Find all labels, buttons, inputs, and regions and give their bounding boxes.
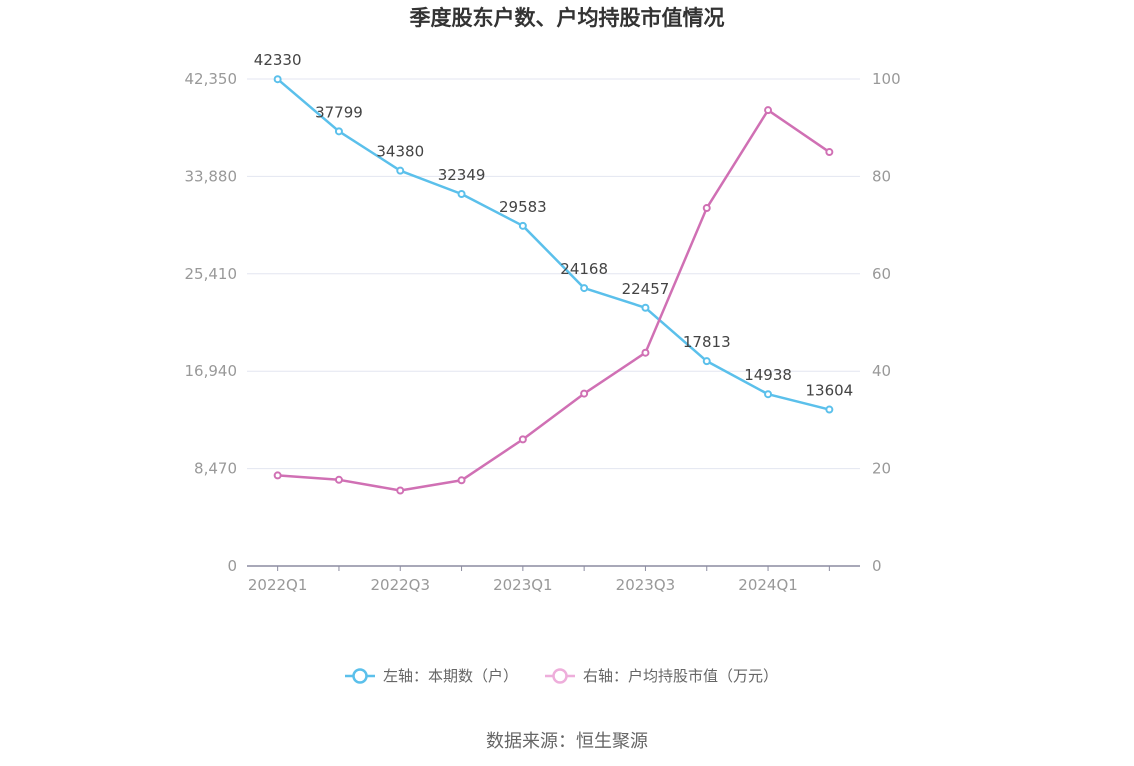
x-tick-label: 2022Q1 <box>248 576 308 594</box>
legend-label: 左轴：本期数（户） <box>383 667 518 685</box>
left-tick-label: 16,940 <box>185 362 238 380</box>
data-label: 34380 <box>376 143 424 161</box>
left-tick-label: 33,880 <box>185 167 238 185</box>
data-point <box>580 284 589 293</box>
x-tick-label: 2023Q3 <box>616 576 676 594</box>
right-tick-label: 20 <box>872 460 891 478</box>
data-point <box>702 357 711 366</box>
data-labels: 42330 37799 34380 32349 29583 24168 22457 17813… <box>254 51 853 399</box>
legend-marker <box>552 668 568 684</box>
data-point <box>702 204 711 213</box>
series-1 <box>273 75 834 414</box>
data-point <box>518 435 527 444</box>
data-label: 24168 <box>560 260 608 278</box>
right-tick-label: 0 <box>872 557 882 575</box>
legend-marker <box>352 668 368 684</box>
data-point <box>580 389 589 398</box>
x-tick-label: 2022Q3 <box>370 576 430 594</box>
data-point <box>764 390 773 399</box>
series-line <box>276 78 830 411</box>
data-point <box>825 148 834 157</box>
data-point <box>641 348 650 357</box>
series-2 <box>273 106 834 495</box>
data-point <box>334 127 343 136</box>
series-line <box>277 108 831 492</box>
left-tick-label: 42,350 <box>185 70 238 88</box>
left-tick-label: 8,470 <box>194 460 237 478</box>
legend-item-1[interactable]: 左轴：本期数（户） <box>345 667 518 685</box>
series-lines <box>273 75 834 495</box>
left-axis-ticks: 0 8,470 16,940 25,410 33,880 42,350 <box>185 70 238 575</box>
data-point <box>457 190 466 199</box>
data-point <box>396 486 405 495</box>
right-tick-label: 60 <box>872 265 891 283</box>
data-label: 13604 <box>805 382 853 400</box>
data-label: 37799 <box>315 103 363 121</box>
x-tick-label: 2023Q1 <box>493 576 553 594</box>
data-label: 29583 <box>499 198 547 216</box>
data-point <box>273 471 282 480</box>
data-label: 42330 <box>254 51 302 69</box>
source-note: 数据来源：恒生聚源 <box>486 731 648 752</box>
data-point <box>273 75 282 84</box>
x-tick-label: 2024Q1 <box>738 576 798 594</box>
data-label: 22457 <box>622 280 670 298</box>
right-tick-label: 40 <box>872 362 891 380</box>
legend-label: 右轴：户均持股市值（万元） <box>583 667 778 685</box>
data-point <box>396 166 405 175</box>
data-point <box>457 476 466 485</box>
data-point <box>334 475 343 484</box>
chart-title: 季度股东户数、户均持股市值情况 <box>410 6 725 30</box>
right-tick-label: 100 <box>872 70 901 88</box>
left-tick-label: 25,410 <box>185 265 238 283</box>
legend-item-2[interactable]: 右轴：户均持股市值（万元） <box>545 667 778 685</box>
x-axis: 2022Q1 2022Q3 2023Q1 2023Q3 2024Q1 <box>247 565 860 594</box>
left-tick-label: 0 <box>227 557 237 575</box>
data-label: 17813 <box>683 333 731 351</box>
data-point <box>825 405 834 414</box>
grid-lines <box>247 78 860 470</box>
right-axis-ticks: 0 20 40 60 80 100 <box>872 70 901 575</box>
data-point <box>764 106 773 115</box>
data-label: 14938 <box>744 366 792 384</box>
right-tick-label: 80 <box>872 167 891 185</box>
legend[interactable]: 左轴：本期数（户） 右轴：户均持股市值（万元） <box>345 667 778 685</box>
data-point <box>518 221 527 230</box>
data-label: 32349 <box>438 166 486 184</box>
data-point <box>641 303 650 312</box>
